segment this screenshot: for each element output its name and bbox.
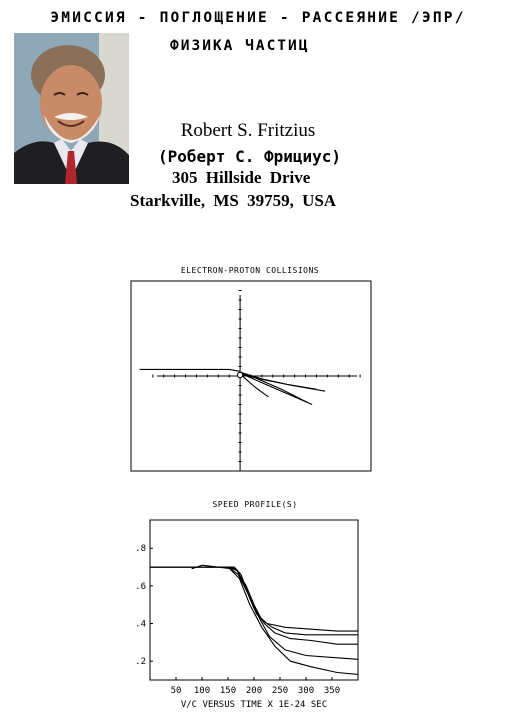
chart2-frame <box>149 519 359 681</box>
chart2-x-tick-label: 350 <box>324 686 340 696</box>
header-title-line1: ЭМИССИЯ - ПОГЛОЩЕНИЕ - РАССЕЯНИЕ /ЭПР/ <box>50 10 466 26</box>
address-line2: Starkville, MS 39759, USA <box>130 191 337 210</box>
speed-profile-chart: 50 100 150 200 250 300 350 .8 .6 .4 .2 V/C VERSUS T… <box>135 519 359 710</box>
chart2-y-tick-label: .6 <box>135 582 146 592</box>
chart2-x-tick-label: 150 <box>220 686 236 696</box>
photo-beard <box>44 115 100 143</box>
photo-mustache <box>54 113 88 120</box>
photo-eye-right <box>76 92 89 96</box>
photo-eye-left <box>53 92 66 96</box>
chart2-y-tick-label: .8 <box>135 544 146 554</box>
chart2-y-tick-label: .2 <box>135 657 146 667</box>
photo-tie <box>65 151 77 184</box>
chart2-title: SPEED PROFILE(S) <box>212 500 298 509</box>
chart2-x-axis-label: V/C VERSUS TIME X 1E-24 SEC <box>181 700 327 710</box>
chart2-x-tick-label: 100 <box>194 686 210 696</box>
chart2-speed-profile <box>150 566 358 632</box>
chart1-trajectory <box>239 371 317 390</box>
chart2-speed-profile <box>191 564 234 570</box>
person-name: Robert S. Fritzius <box>180 120 316 141</box>
chart1-trajectory <box>139 368 241 372</box>
chart2-x-tick-label: 200 <box>246 686 262 696</box>
chart2-x-tick-label: 300 <box>298 686 314 696</box>
photo-smile <box>57 120 85 127</box>
portrait-photo <box>14 33 129 184</box>
chart2-speed-profile <box>150 566 358 636</box>
chart2-x-tick-label: 50 <box>171 686 182 696</box>
person-name-russian: (Роберт С. Фрициус) <box>158 147 342 166</box>
chart1-trajectory <box>239 372 313 406</box>
chart2-y-tick-label: .4 <box>135 620 146 630</box>
header-title-line2: ФИЗИКА ЧАСТИЦ <box>170 38 310 54</box>
chart1-title: ELECTRON-PROTON COLLISIONS <box>180 266 320 275</box>
chart2-speed-profile <box>150 566 359 675</box>
chart1-origin-marker <box>236 371 244 379</box>
chart1-trajectory <box>239 373 269 398</box>
photo-face <box>40 65 102 141</box>
collisions-chart <box>130 280 372 472</box>
chart2-x-tick-label: 250 <box>272 686 288 696</box>
address-line1: 305 Hillside Drive <box>172 168 311 187</box>
chart1-frame <box>130 280 372 472</box>
